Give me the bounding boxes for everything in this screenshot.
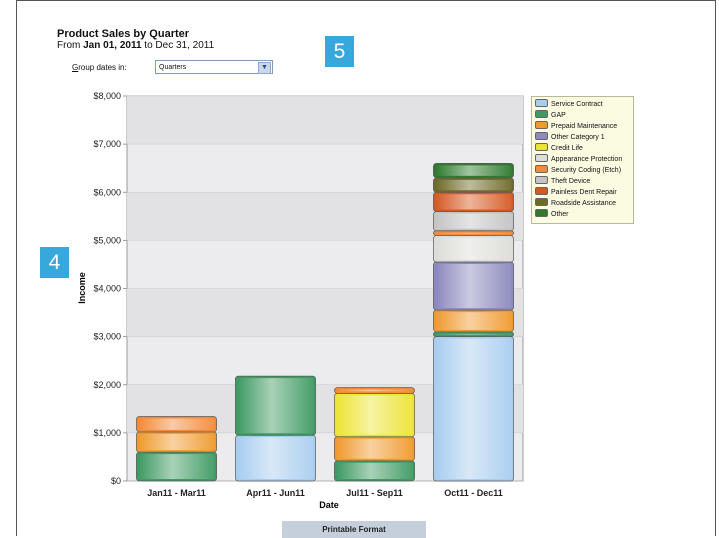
legend-item: Service Contract xyxy=(535,99,630,110)
legend-label: Roadside Assistance xyxy=(551,200,616,207)
legend-swatch xyxy=(535,110,548,118)
range-prefix: From xyxy=(57,40,81,51)
legend-swatch xyxy=(535,132,548,140)
legend-label: Other Category 1 xyxy=(551,134,605,141)
bar-segment-gloss xyxy=(336,438,413,459)
legend-swatch xyxy=(535,99,548,107)
legend-item: Other xyxy=(535,209,630,220)
bar-segment-gloss xyxy=(435,264,512,309)
group-dates-label-text: roup dates in: xyxy=(78,63,127,72)
legend-label: Theft Device xyxy=(551,178,591,185)
legend-swatch xyxy=(535,154,548,162)
legend-item: Security Coding (Etch) xyxy=(535,165,630,176)
bar-segment-gloss xyxy=(336,462,413,479)
legend-label: Prepaid Maintenance xyxy=(551,123,618,130)
chart-legend: Service Contract GAP Prepaid Maintenance Ot… xyxy=(531,96,634,224)
y-axis-label: Income xyxy=(77,272,87,304)
group-dates-select[interactable]: Quarters ▼ xyxy=(155,60,273,74)
bar-segment-gloss xyxy=(435,165,512,176)
legend-item: Painless Dent Repair xyxy=(535,187,630,198)
legend-label: Credit Life xyxy=(551,145,583,152)
y-tick-label: $1,000 xyxy=(93,428,121,438)
legend-swatch xyxy=(535,187,548,195)
legend-swatch xyxy=(535,198,548,206)
bar-segment-gloss xyxy=(435,194,512,210)
x-axis-label: Date xyxy=(319,500,339,510)
legend-item: Appearance Protection xyxy=(535,154,630,165)
bar-segment-gloss xyxy=(138,454,215,479)
y-tick-label: $4,000 xyxy=(93,284,121,294)
legend-swatch xyxy=(535,165,548,173)
legend-item: Prepaid Maintenance xyxy=(535,121,630,132)
legend-swatch xyxy=(535,121,548,129)
bar-segment-gloss xyxy=(237,378,314,434)
legend-item: Credit Life xyxy=(535,143,630,154)
y-tick-label: $3,000 xyxy=(93,332,121,342)
x-tick-label: Jan11 - Mar11 xyxy=(147,488,206,498)
range-mid: to xyxy=(144,40,153,51)
group-dates-label: Group dates in: xyxy=(72,63,127,72)
legend-label: Security Coding (Etch) xyxy=(551,167,622,174)
y-tick-label: $5,000 xyxy=(93,235,121,245)
y-tick-label: $6,000 xyxy=(93,187,121,197)
y-tick-label: $0 xyxy=(111,476,121,486)
x-tick-label: Apr11 - Jun11 xyxy=(246,488,305,498)
page-frame xyxy=(16,0,716,536)
y-tick-label: $7,000 xyxy=(93,139,121,149)
group-dates-value: Quarters xyxy=(159,64,187,71)
bar-segment-gloss xyxy=(435,333,512,335)
legend-item: Roadside Assistance xyxy=(535,198,630,209)
step-badge-5: 5 xyxy=(325,36,354,67)
bar-segment-gloss xyxy=(435,338,512,479)
legend-swatch xyxy=(535,209,548,217)
range-end: Dec 31, 2011 xyxy=(155,40,215,51)
bar-segment-gloss xyxy=(138,418,215,430)
chevron-down-icon[interactable]: ▼ xyxy=(258,62,271,74)
x-tick-label: Oct11 - Dec11 xyxy=(444,488,503,498)
bar-segment-gloss xyxy=(435,312,512,330)
legend-label: Painless Dent Repair xyxy=(551,189,617,196)
group-dates-accesskey: G xyxy=(72,63,79,72)
bar-segment-gloss xyxy=(237,437,314,479)
bar-segment-gloss xyxy=(336,395,413,435)
legend-item: GAP xyxy=(535,110,630,121)
range-start: Jan 01, 2011 xyxy=(83,40,142,51)
legend-label: Service Contract xyxy=(551,101,603,108)
grid-band xyxy=(127,96,523,145)
step-badge-4: 4 xyxy=(40,247,69,278)
printable-format-button[interactable]: Printable Format xyxy=(282,521,426,538)
bar-segment-gloss xyxy=(435,232,512,234)
bar-segment-gloss xyxy=(435,237,512,261)
legend-label: Appearance Protection xyxy=(551,156,623,163)
report-title: Product Sales by Quarter xyxy=(57,28,190,40)
report-date-range: From Jan 01, 2011 to Dec 31, 2011 xyxy=(57,40,214,51)
bar-segment-gloss xyxy=(435,213,512,229)
bar-segment-gloss xyxy=(435,179,512,191)
x-tick-label: Jul11 - Sep11 xyxy=(346,488,403,498)
legend-item: Theft Device xyxy=(535,176,630,187)
legend-label: GAP xyxy=(551,112,566,119)
bar-segment-gloss xyxy=(336,389,413,392)
legend-label: Other xyxy=(551,211,569,218)
legend-swatch xyxy=(535,143,548,151)
bar-segment-gloss xyxy=(138,433,215,451)
legend-item: Other Category 1 xyxy=(535,132,630,143)
y-tick-label: $2,000 xyxy=(93,380,121,390)
y-tick-label: $8,000 xyxy=(93,91,121,101)
legend-swatch xyxy=(535,176,548,184)
